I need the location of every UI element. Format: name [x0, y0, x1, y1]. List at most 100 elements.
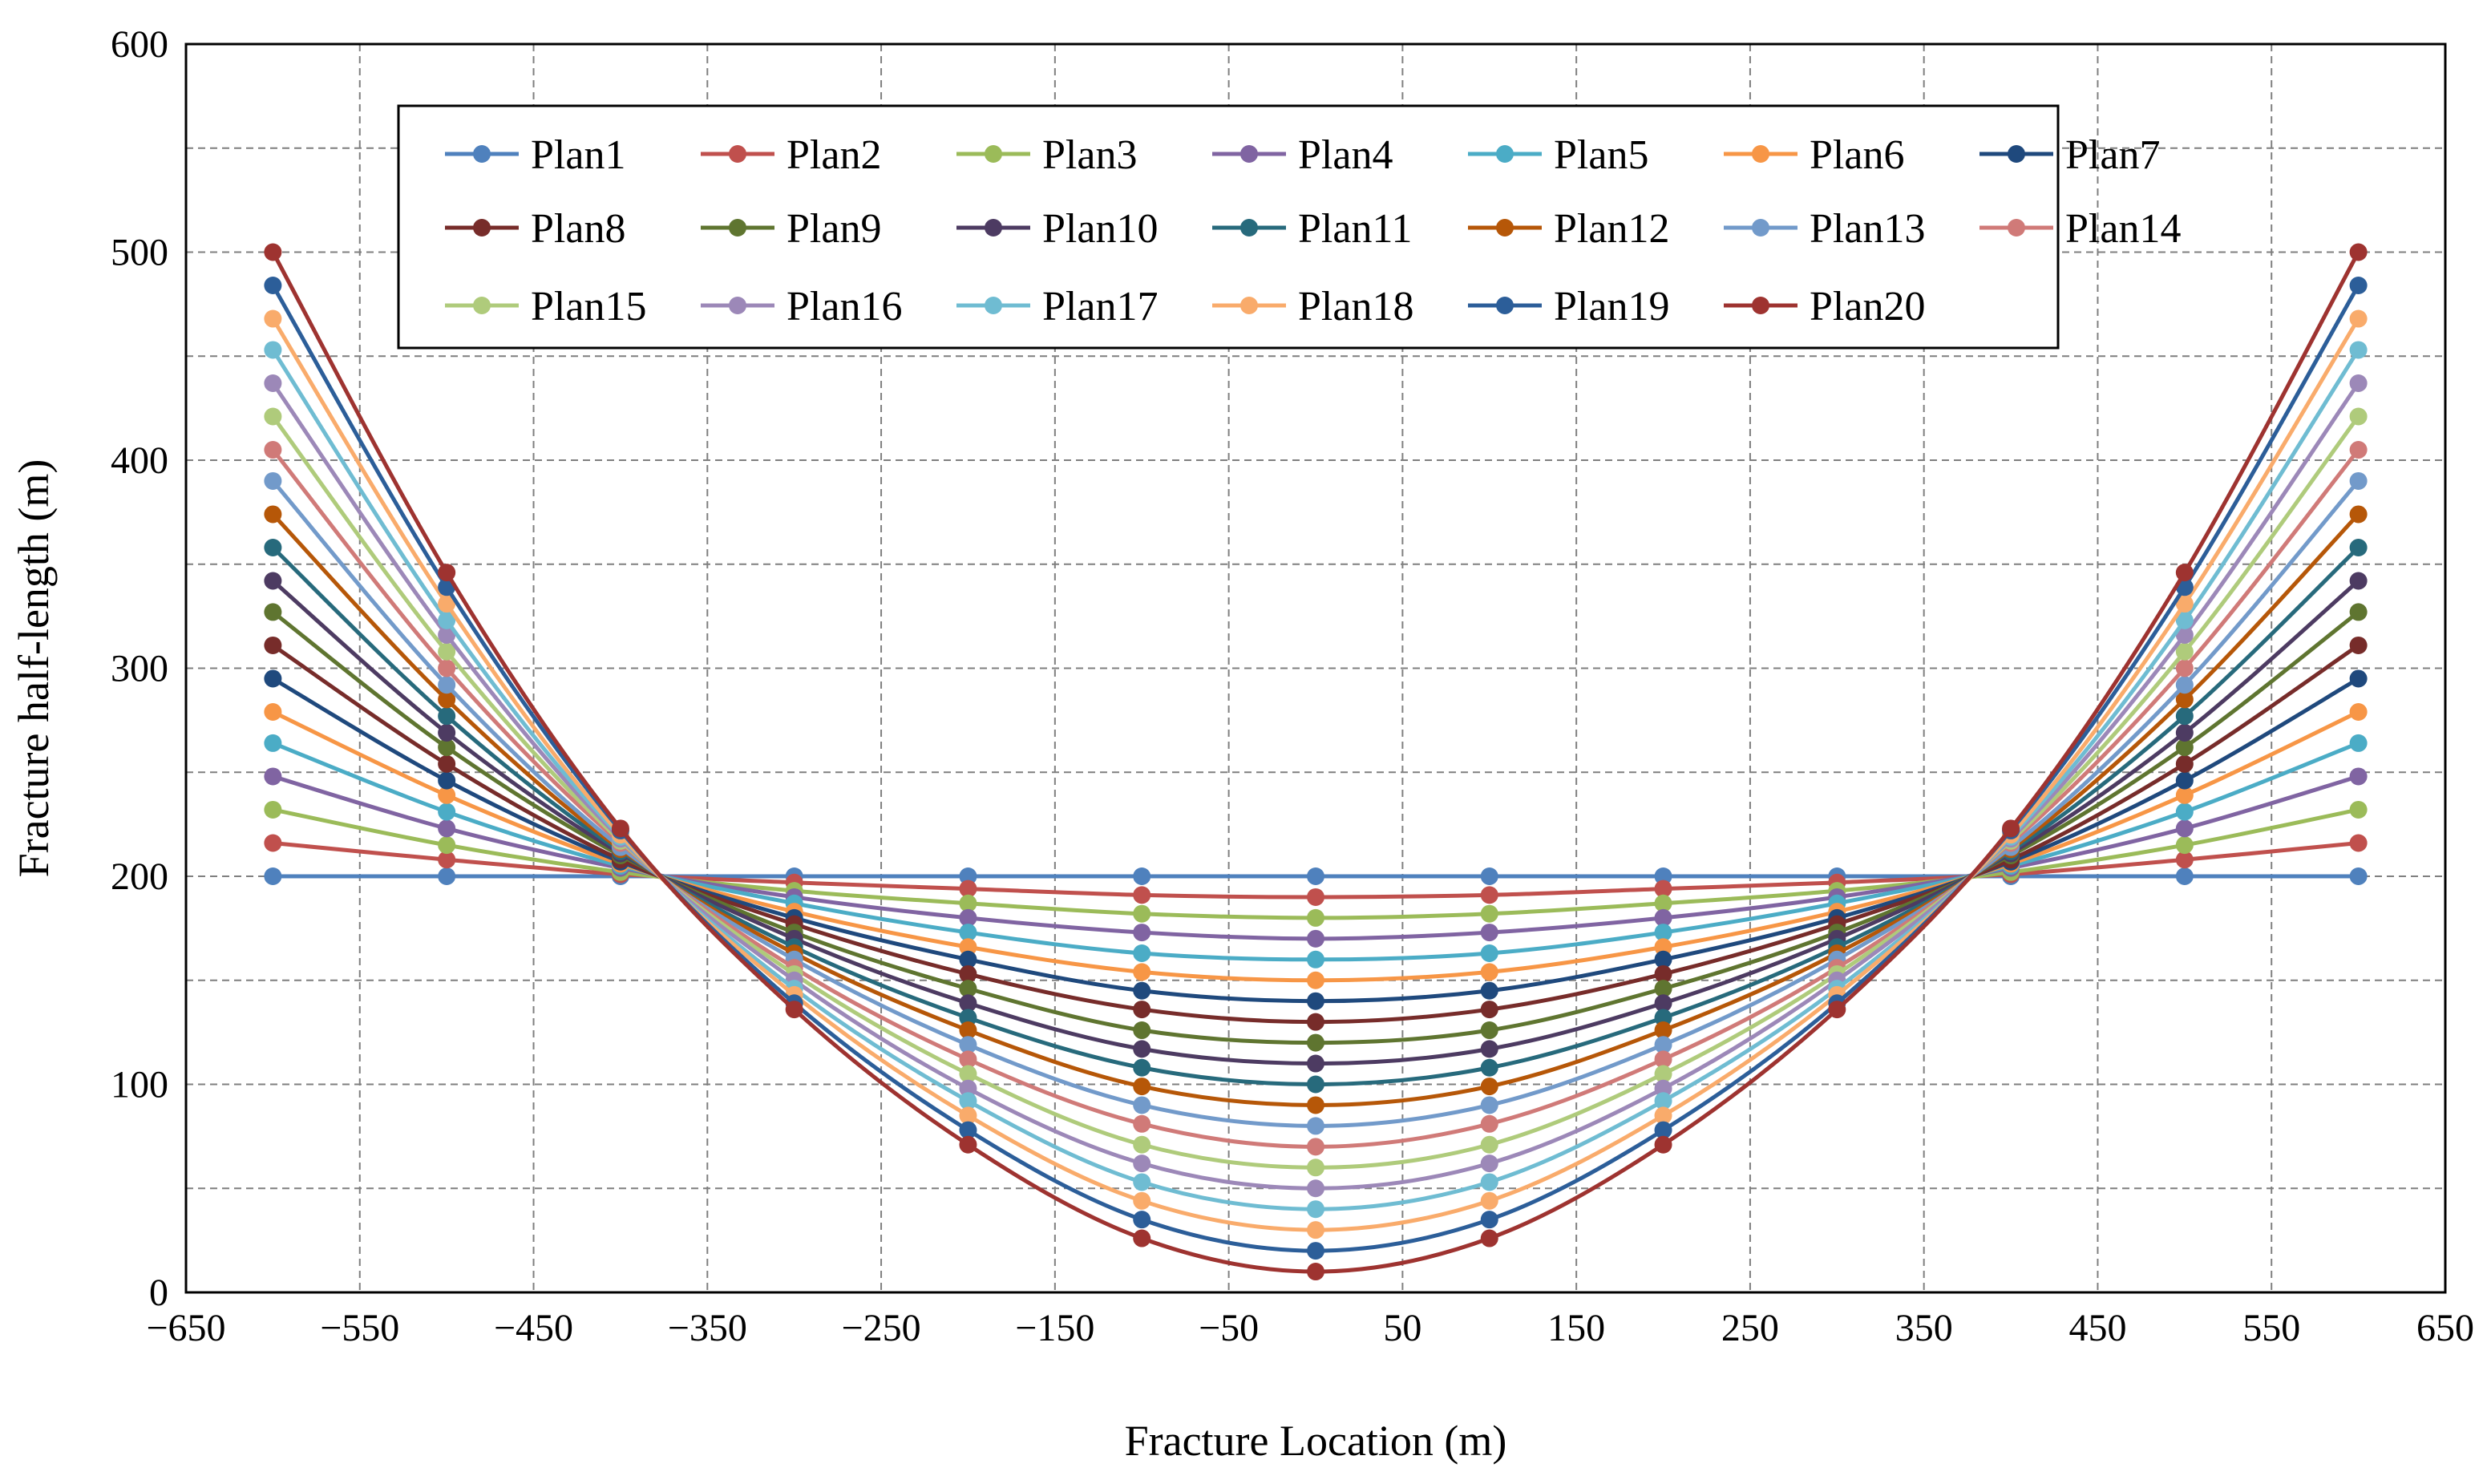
data-point	[1307, 950, 1324, 968]
data-point	[264, 603, 282, 621]
data-point	[438, 771, 456, 790]
data-point	[438, 595, 456, 613]
data-point	[959, 1121, 977, 1139]
legend-label: Plan16	[787, 284, 902, 330]
data-point	[438, 676, 456, 694]
legend-item: Plan10	[956, 206, 1158, 252]
data-point	[1133, 981, 1151, 1000]
legend-label: Plan15	[531, 284, 646, 330]
data-point	[1307, 971, 1324, 989]
data-point	[959, 994, 977, 1013]
data-point	[1654, 1050, 1672, 1069]
data-point	[264, 243, 282, 261]
legend-label: Plan6	[1810, 132, 1904, 178]
legend-label: Plan12	[1554, 206, 1669, 252]
legend-marker	[985, 219, 1002, 237]
data-point	[1654, 994, 1672, 1013]
data-point	[1480, 1173, 1498, 1191]
data-point	[2349, 636, 2368, 654]
legend-marker	[2008, 145, 2025, 163]
data-point	[264, 867, 282, 885]
data-point	[959, 1106, 977, 1125]
data-point	[438, 819, 456, 838]
x-tick-label: −350	[668, 1307, 747, 1349]
data-point	[959, 938, 977, 956]
data-point	[1307, 1179, 1324, 1198]
data-point	[1480, 1211, 1498, 1229]
data-point	[2349, 603, 2368, 621]
x-tick-label: −250	[842, 1307, 921, 1349]
series-layer	[264, 243, 2368, 1281]
legend-label: Plan20	[1810, 284, 1925, 330]
data-point	[438, 707, 456, 726]
data-point	[1480, 904, 1498, 923]
data-point	[1480, 867, 1498, 885]
data-point	[2349, 538, 2368, 556]
data-point	[2175, 867, 2194, 885]
data-point	[1480, 1021, 1498, 1040]
data-point	[1828, 1001, 1846, 1019]
data-point	[2175, 564, 2194, 582]
data-point	[959, 879, 977, 898]
data-point	[1133, 1173, 1151, 1191]
data-point	[1480, 924, 1498, 942]
legend-item: Plan8	[445, 206, 625, 252]
legend-marker	[1496, 297, 1514, 314]
data-point	[2175, 659, 2194, 677]
data-point	[1133, 1114, 1151, 1133]
legend-label: Plan13	[1810, 206, 1925, 252]
data-point	[959, 1079, 977, 1098]
data-point	[264, 734, 282, 752]
data-point	[1654, 924, 1672, 942]
data-point	[1133, 1135, 1151, 1154]
data-point	[1307, 1263, 1324, 1281]
y-tick-label: 600	[111, 23, 168, 66]
x-tick-label: −50	[1199, 1307, 1259, 1349]
legend-marker	[1240, 219, 1258, 237]
data-point	[1307, 1054, 1324, 1073]
legend-label: Plan9	[787, 206, 881, 252]
legend-label: Plan14	[2065, 206, 2181, 252]
data-point	[1480, 1001, 1498, 1019]
legend-item: Plan13	[1724, 206, 1925, 252]
data-point	[1480, 1078, 1498, 1096]
data-point	[2175, 611, 2194, 629]
legend-item: Plan16	[701, 284, 902, 330]
x-tick-label: 50	[1383, 1307, 1421, 1349]
data-point	[2175, 723, 2194, 742]
data-point	[1307, 1033, 1324, 1052]
data-point	[959, 894, 977, 912]
data-point	[1654, 1036, 1672, 1054]
legend-marker	[1752, 297, 1769, 314]
data-point	[1480, 1135, 1498, 1154]
data-point	[1480, 1114, 1498, 1133]
legend-label: Plan10	[1042, 206, 1158, 252]
legend-marker	[1752, 145, 1769, 163]
data-point	[2175, 851, 2194, 869]
data-point	[1307, 1138, 1324, 1156]
data-point	[2175, 595, 2194, 613]
legend-marker	[1240, 297, 1258, 314]
data-point	[264, 341, 282, 359]
data-point	[264, 702, 282, 721]
data-point	[438, 564, 456, 582]
data-point	[1480, 1040, 1498, 1058]
legend-item: Plan4	[1212, 132, 1393, 178]
legend-marker	[473, 219, 491, 237]
data-point	[438, 738, 456, 757]
legend-item: Plan3	[956, 132, 1137, 178]
legend-item: Plan15	[445, 284, 646, 330]
data-point	[264, 471, 282, 490]
data-point	[2349, 800, 2368, 819]
data-point	[959, 1021, 977, 1040]
legend-marker	[1752, 219, 1769, 237]
data-point	[2002, 819, 2020, 838]
data-point	[1307, 1221, 1324, 1239]
legend-item: Plan12	[1468, 206, 1669, 252]
data-point	[2175, 625, 2194, 644]
data-point	[2175, 819, 2194, 838]
data-point	[1307, 1158, 1324, 1177]
data-point	[264, 767, 282, 786]
data-point	[2175, 676, 2194, 694]
legend-marker	[985, 145, 1002, 163]
